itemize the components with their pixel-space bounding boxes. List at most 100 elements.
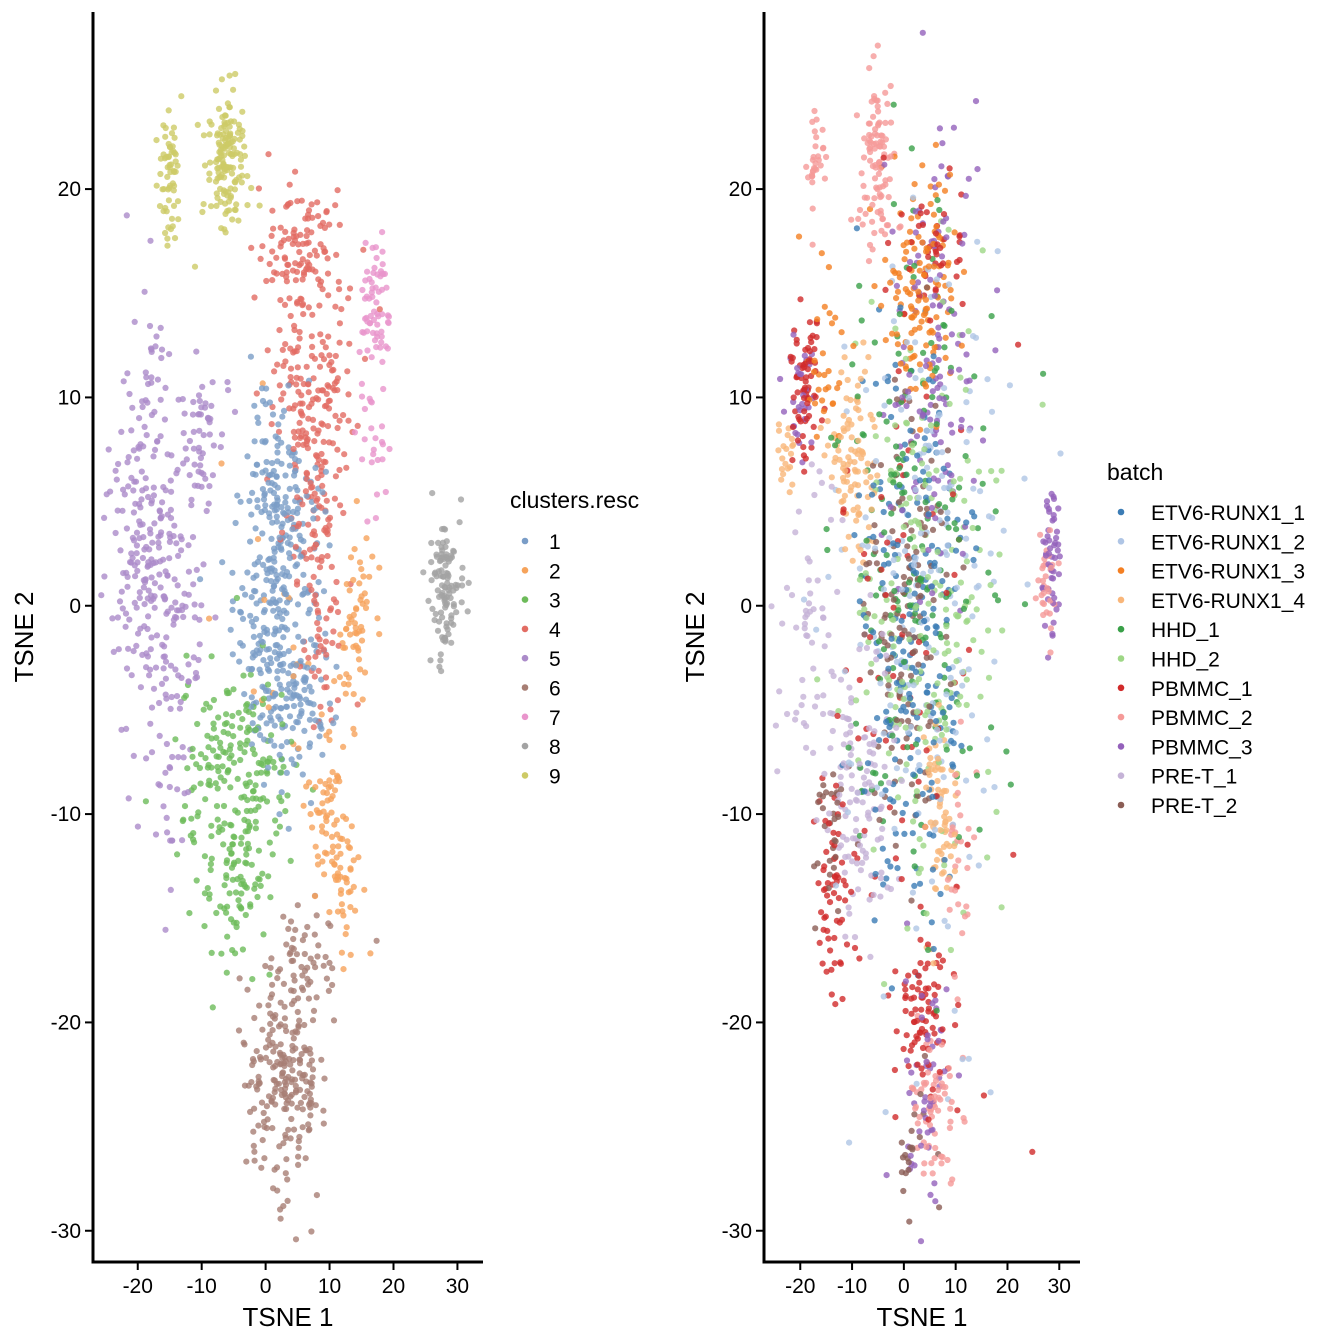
data-point bbox=[821, 303, 828, 310]
data-point bbox=[168, 693, 175, 701]
data-point bbox=[216, 824, 223, 831]
data-point bbox=[840, 497, 847, 504]
data-point bbox=[927, 317, 934, 324]
data-point bbox=[208, 203, 215, 210]
data-point bbox=[270, 705, 277, 712]
data-point bbox=[223, 711, 230, 718]
data-point bbox=[125, 795, 132, 802]
data-point bbox=[282, 1131, 289, 1138]
data-point bbox=[156, 203, 164, 210]
data-point bbox=[227, 151, 234, 158]
data-point bbox=[904, 925, 911, 932]
data-point bbox=[917, 1091, 924, 1098]
data-point bbox=[134, 823, 141, 830]
data-point bbox=[265, 695, 272, 702]
data-point bbox=[903, 339, 911, 346]
data-point bbox=[789, 457, 796, 464]
data-point bbox=[296, 335, 303, 342]
data-point bbox=[843, 408, 850, 415]
data-point bbox=[306, 740, 314, 747]
data-point bbox=[201, 923, 208, 930]
data-point bbox=[957, 374, 964, 381]
data-point bbox=[933, 223, 940, 230]
data-point bbox=[249, 1056, 257, 1063]
data-point bbox=[868, 660, 875, 667]
data-point bbox=[1056, 553, 1063, 560]
data-point bbox=[193, 761, 200, 768]
data-point bbox=[952, 772, 959, 779]
data-point bbox=[330, 720, 337, 727]
data-point bbox=[903, 248, 910, 255]
data-point bbox=[251, 438, 258, 445]
data-point bbox=[287, 365, 295, 372]
data-point bbox=[927, 819, 934, 826]
data-point bbox=[916, 267, 923, 274]
data-point bbox=[160, 665, 167, 672]
data-point bbox=[226, 72, 233, 79]
data-point bbox=[965, 175, 972, 182]
data-point bbox=[892, 422, 899, 429]
data-point bbox=[898, 876, 905, 883]
data-point bbox=[153, 137, 160, 144]
data-point bbox=[317, 643, 324, 650]
data-point bbox=[278, 686, 285, 693]
data-point bbox=[896, 624, 903, 631]
data-point bbox=[354, 644, 361, 652]
data-point bbox=[931, 491, 938, 498]
data-point bbox=[123, 525, 130, 532]
data-point bbox=[295, 1022, 302, 1029]
data-point bbox=[235, 897, 242, 904]
data-point bbox=[941, 813, 948, 820]
data-point bbox=[835, 830, 842, 838]
data-point bbox=[333, 599, 340, 606]
data-point bbox=[170, 187, 177, 194]
data-point bbox=[958, 416, 965, 423]
data-point bbox=[949, 1176, 956, 1183]
data-point bbox=[260, 624, 267, 631]
data-point bbox=[786, 489, 793, 496]
data-point bbox=[965, 646, 973, 654]
data-point bbox=[912, 741, 920, 748]
data-point bbox=[161, 416, 168, 423]
data-point bbox=[336, 286, 343, 293]
data-point bbox=[281, 590, 289, 597]
data-point bbox=[230, 759, 238, 766]
data-point bbox=[164, 242, 171, 249]
data-point bbox=[845, 416, 853, 424]
data-point bbox=[855, 492, 863, 499]
data-point bbox=[966, 853, 973, 861]
data-point bbox=[802, 360, 809, 367]
data-point bbox=[947, 674, 954, 681]
data-point bbox=[434, 627, 442, 634]
data-point bbox=[274, 1058, 281, 1066]
legend-label: ETV6-RUNX1_2 bbox=[1151, 531, 1305, 554]
data-point bbox=[905, 631, 912, 638]
data-point bbox=[925, 946, 932, 954]
data-point bbox=[782, 460, 789, 467]
data-point bbox=[295, 241, 302, 248]
data-point bbox=[264, 630, 271, 637]
data-point bbox=[345, 620, 352, 627]
data-point bbox=[860, 774, 868, 781]
data-point bbox=[916, 361, 924, 368]
data-point bbox=[318, 1056, 325, 1063]
data-point bbox=[186, 472, 193, 479]
data-point bbox=[338, 306, 345, 313]
data-point bbox=[975, 862, 982, 869]
data-point bbox=[128, 550, 135, 557]
data-point bbox=[913, 548, 920, 556]
data-point bbox=[830, 829, 837, 836]
data-point bbox=[345, 843, 352, 851]
data-point bbox=[335, 843, 342, 850]
data-point bbox=[873, 184, 880, 191]
data-point bbox=[951, 600, 959, 607]
data-point bbox=[443, 601, 450, 609]
data-point bbox=[913, 569, 920, 577]
data-point bbox=[379, 229, 386, 236]
data-point bbox=[196, 616, 203, 623]
data-point bbox=[254, 893, 261, 901]
data-point bbox=[800, 693, 807, 700]
data-point bbox=[435, 539, 442, 547]
data-point bbox=[819, 126, 826, 133]
data-point bbox=[301, 1093, 308, 1101]
